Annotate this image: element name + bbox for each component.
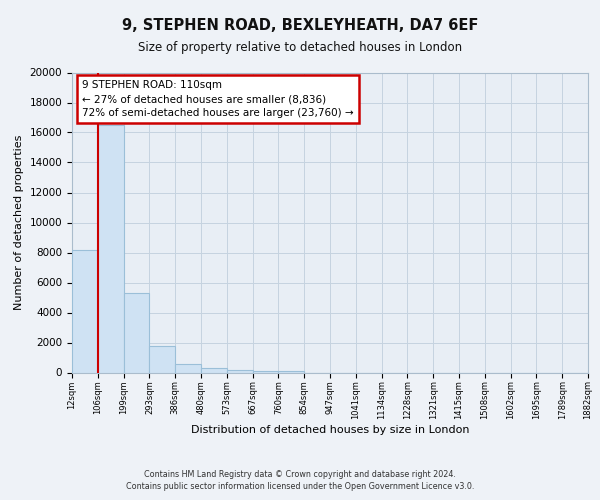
Text: Contains public sector information licensed under the Open Government Licence v3: Contains public sector information licen…: [126, 482, 474, 491]
Bar: [124, 293, 149, 372]
X-axis label: Distribution of detached houses by size in London: Distribution of detached houses by size …: [191, 425, 469, 435]
Bar: [278, 371, 304, 372]
Bar: [72, 250, 98, 372]
Text: 9, STEPHEN ROAD, BEXLEYHEATH, DA7 6EF: 9, STEPHEN ROAD, BEXLEYHEATH, DA7 6EF: [122, 18, 478, 32]
Bar: [227, 370, 253, 372]
Bar: [201, 368, 227, 372]
Text: Size of property relative to detached houses in London: Size of property relative to detached ho…: [138, 41, 462, 54]
Bar: [98, 125, 124, 372]
Y-axis label: Number of detached properties: Number of detached properties: [14, 135, 24, 310]
Bar: [253, 371, 278, 372]
Bar: [175, 364, 201, 372]
Bar: [149, 346, 175, 372]
Text: Contains HM Land Registry data © Crown copyright and database right 2024.: Contains HM Land Registry data © Crown c…: [144, 470, 456, 479]
Text: 9 STEPHEN ROAD: 110sqm
← 27% of detached houses are smaller (8,836)
72% of semi-: 9 STEPHEN ROAD: 110sqm ← 27% of detached…: [82, 80, 354, 118]
